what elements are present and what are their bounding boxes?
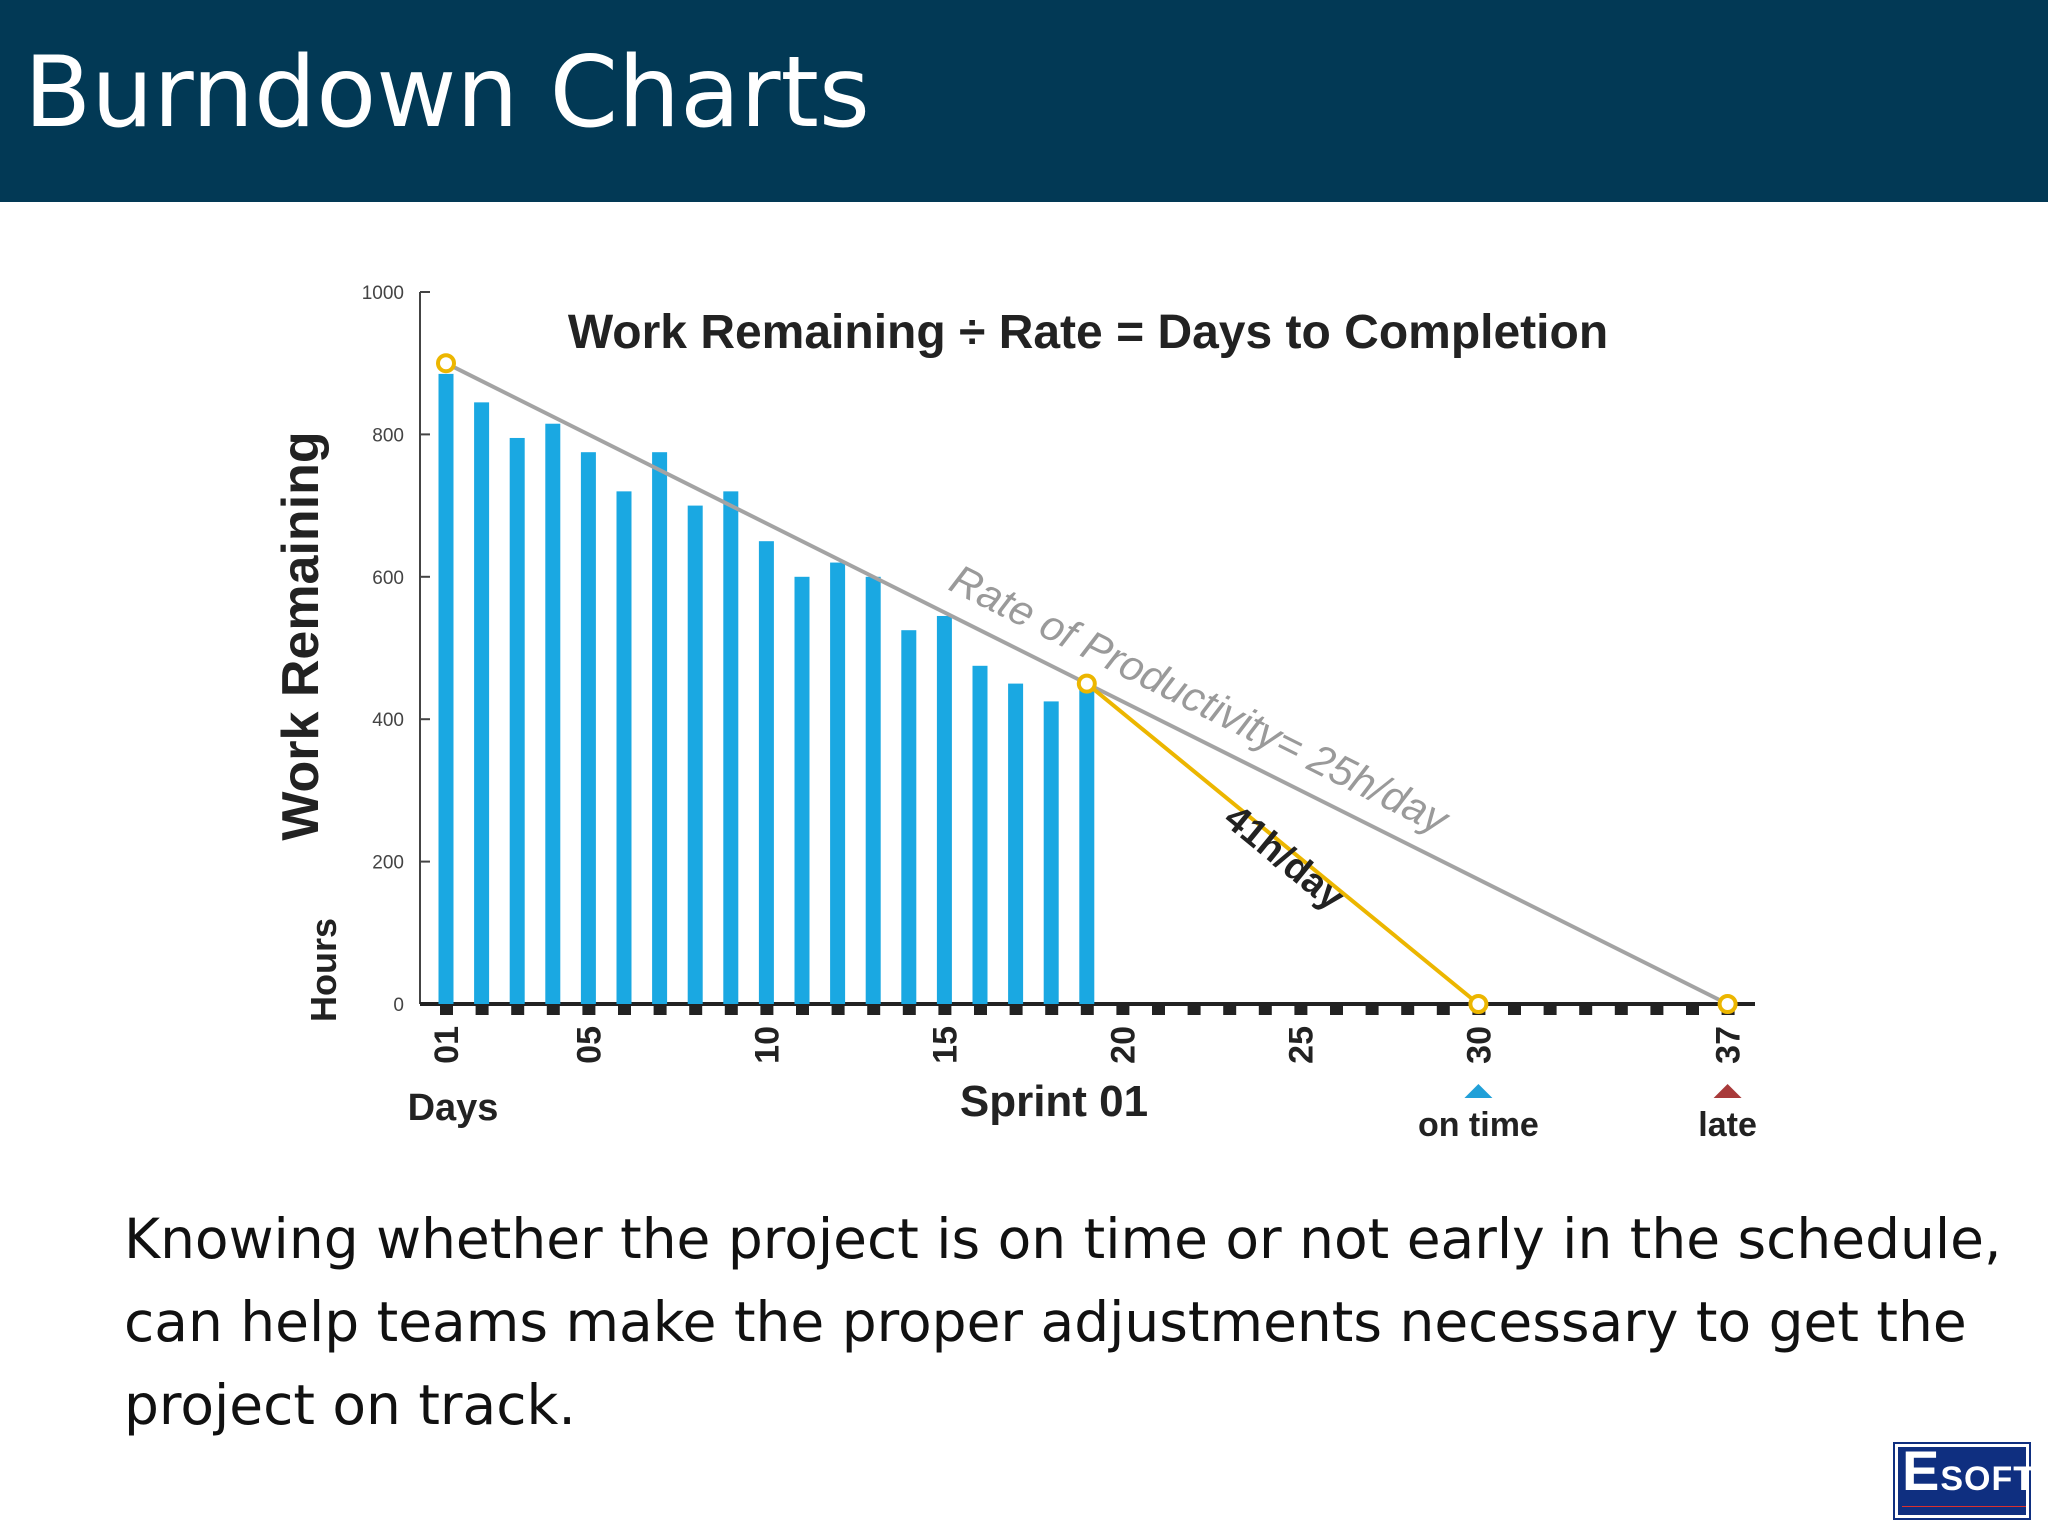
x-tick-label: 20 [1104,1026,1142,1064]
projection-line-label: 41h/day [1216,797,1352,919]
late-marker [1713,1084,1742,1098]
title-bar: Burndown Charts [0,0,2048,202]
bar [1043,701,1059,1004]
y-tick-label: 800 [372,425,404,446]
y-axis-unit-label: Hours [303,918,344,1022]
late-label: late [1698,1106,1757,1144]
slide-caption: Knowing whether the project is on time o… [124,1207,2002,1437]
bar [865,576,881,1004]
point-marker [1468,994,1489,1014]
bar [509,437,525,1005]
point-marker [1076,673,1097,694]
x-tick-label: 10 [748,1026,786,1064]
bar [687,505,703,1004]
bar [438,373,454,1004]
chart-title: Work Remaining ÷ Rate = Days to Completi… [568,306,1608,359]
y-tick-label: 200 [372,853,404,874]
x-tick-label: 05 [570,1026,608,1064]
logo-wordmark: ESOFT [1902,1439,2036,1502]
sprint-label: Sprint 01 [960,1077,1148,1126]
bar [652,452,668,1004]
y-axis-label: Work Remaining [272,431,330,840]
bar [972,665,988,1004]
bar [616,491,632,1004]
y-tick-label: 600 [372,568,404,589]
point-marker [1717,994,1738,1014]
y-tick-label: 1000 [362,283,404,304]
point-marker [436,353,456,374]
slide-title: Burndown Charts [24,36,870,150]
logo-tagline-rule [1902,1506,2026,1512]
x-axis-label: Days [408,1087,499,1129]
x-tick-label: 15 [926,1026,964,1064]
bar [794,576,810,1004]
bar [545,423,561,1005]
bar [936,615,952,1004]
bar [474,402,490,1004]
bar [1008,683,1024,1004]
x-tick-label: 30 [1460,1026,1498,1064]
bar [901,630,917,1004]
bar [723,491,739,1004]
bar [1079,687,1095,1004]
on-time-marker [1464,1084,1493,1098]
projection-line [1085,682,1480,1006]
bar [830,562,846,1004]
on-time-label: on time [1418,1106,1539,1144]
y-tick-label: 400 [372,710,404,731]
x-tick-label: 37 [1710,1026,1748,1064]
y-tick-label: 0 [393,995,404,1016]
bar [580,452,596,1004]
x-tick-label: 25 [1282,1026,1320,1064]
esoft-logo: ESOFT [1893,1439,2036,1520]
bar [758,541,774,1004]
x-tick-label: 01 [428,1026,466,1064]
burndown-chart: Work Remaining ÷ Rate = Days to Completi… [272,283,1757,1144]
